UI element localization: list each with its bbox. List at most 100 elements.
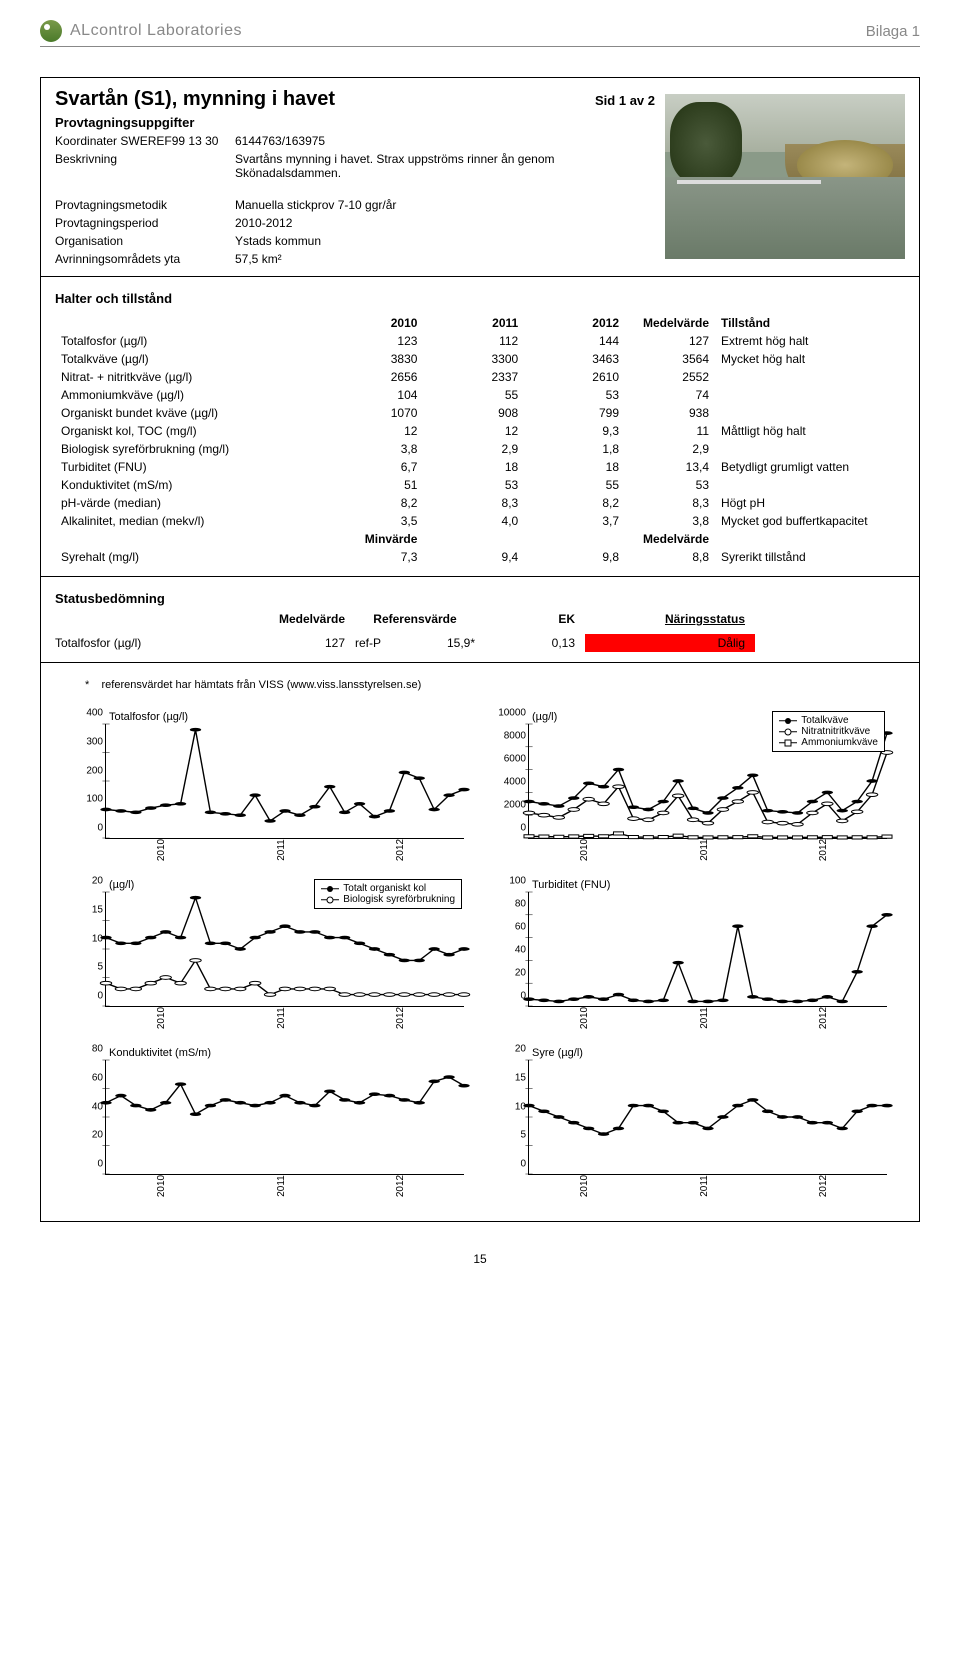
row-v2: 3463 — [524, 350, 625, 368]
row-v0: 104 — [255, 386, 423, 404]
row-v0: 6,7 — [255, 458, 423, 476]
x-label: 2010 — [579, 1175, 597, 1197]
row-mv: 11 — [625, 422, 715, 440]
row-mv: 3,8 — [625, 512, 715, 530]
org-label: Organisation — [55, 234, 235, 248]
mv-header: Medelvärde — [625, 314, 715, 332]
row-mv: 8,3 — [625, 494, 715, 512]
row-state: Mycket hög halt — [715, 350, 905, 368]
row-mv: 2552 — [625, 368, 715, 386]
row-mv: 53 — [625, 476, 715, 494]
table-row: Turbiditet (FNU) 6,7 18 18 13,4 Betydlig… — [55, 458, 905, 476]
status-row-mv: 127 — [255, 636, 355, 650]
page-indicator: Sid 1 av 2 — [595, 93, 655, 108]
row-v0: 123 — [255, 332, 423, 350]
page-number: 15 — [40, 1252, 920, 1266]
chart-legend: TotalkväveNitratnitritkväveAmmoniumkväve — [772, 711, 885, 752]
row-state — [715, 476, 905, 494]
syrehalt-v2: 9,8 — [524, 548, 625, 566]
row-v1: 55 — [423, 386, 524, 404]
x-label: 2012 — [818, 1175, 836, 1197]
tillstand-header: Tillstånd — [715, 314, 905, 332]
row-mv: 74 — [625, 386, 715, 404]
x-label: 2010 — [579, 839, 597, 861]
footnote: * referensvärdet har hämtats från VISS (… — [85, 679, 905, 691]
chart-title: Konduktivitet (mS/m) — [109, 1047, 211, 1059]
row-label: Konduktivitet (mS/m) — [55, 476, 255, 494]
x-label: 2011 — [698, 1175, 716, 1197]
status-h-ns: Näringsstatus — [585, 612, 755, 626]
row-v2: 2610 — [524, 368, 625, 386]
logo-icon — [40, 20, 62, 42]
row-state: Högt pH — [715, 494, 905, 512]
status-row-ref: ref-P — [355, 636, 415, 650]
status-h-ref: Referensvärde — [355, 612, 485, 626]
x-label: 2010 — [156, 1175, 174, 1197]
row-v0: 51 — [255, 476, 423, 494]
status-h-ek: EK — [485, 612, 585, 626]
row-state — [715, 440, 905, 458]
status-badge: Dålig — [585, 634, 755, 652]
year-header: 2010 — [255, 314, 423, 332]
x-label: 2011 — [698, 839, 716, 861]
row-v0: 2656 — [255, 368, 423, 386]
chart-ch6: 05101520Syre (µg/l)201020112012 — [492, 1045, 891, 1195]
appendix-label: Bilaga 1 — [866, 23, 920, 40]
charts-grid: 0100200300400Totalfosfor (µg/l)201020112… — [55, 699, 905, 1205]
section-metadata: Svartån (S1), mynning i havet Sid 1 av 2… — [41, 78, 919, 277]
row-v2: 144 — [524, 332, 625, 350]
x-label: 2012 — [395, 1007, 413, 1029]
row-label: Totalfosfor (µg/l) — [55, 332, 255, 350]
chart-title: (µg/l) — [532, 711, 557, 723]
row-label: Organiskt kol, TOC (mg/l) — [55, 422, 255, 440]
x-label: 2010 — [579, 1007, 597, 1029]
row-v2: 799 — [524, 404, 625, 422]
row-v1: 18 — [423, 458, 524, 476]
row-mv: 938 — [625, 404, 715, 422]
status-heading: Statusbedömning — [55, 591, 905, 606]
row-state: Måttligt hög halt — [715, 422, 905, 440]
table-row: Organiskt kol, TOC (mg/l) 12 12 9,3 11 M… — [55, 422, 905, 440]
row-v1: 4,0 — [423, 512, 524, 530]
row-state: Mycket god buffertkapacitet — [715, 512, 905, 530]
year-header: 2011 — [423, 314, 524, 332]
koordinater-value: 6144763/163975 — [235, 134, 325, 148]
period-value: 2010-2012 — [235, 216, 292, 230]
brand-text: ALcontrol Laboratories — [70, 22, 242, 40]
status-row-ek: 0,13 — [485, 636, 585, 650]
row-label: Nitrat- + nitritkväve (µg/l) — [55, 368, 255, 386]
row-label: Ammoniumkväve (µg/l) — [55, 386, 255, 404]
section-halter: Halter och tillstånd 2010 2011 2012 Mede… — [41, 277, 919, 577]
row-v2: 1,8 — [524, 440, 625, 458]
x-label: 2011 — [275, 839, 293, 861]
status-row-refv: 15,9* — [415, 636, 485, 650]
page-header: ALcontrol Laboratories Bilaga 1 — [40, 20, 920, 47]
x-label: 2011 — [698, 1007, 716, 1029]
row-label: pH-värde (median) — [55, 494, 255, 512]
row-v2: 9,3 — [524, 422, 625, 440]
syrehalt-mv: 8,8 — [625, 548, 715, 566]
status-h-mv: Medelvärde — [255, 612, 355, 626]
row-mv: 13,4 — [625, 458, 715, 476]
x-label: 2012 — [395, 1175, 413, 1197]
x-label: 2010 — [156, 839, 174, 861]
brand-block: ALcontrol Laboratories — [40, 20, 242, 42]
metodik-value: Manuella stickprov 7-10 ggr/år — [235, 198, 396, 212]
chart-ch4: 020406080100Turbiditet (FNU)201020112012 — [492, 877, 891, 1027]
minvarde-label: Minvärde — [255, 530, 423, 548]
row-v2: 3,7 — [524, 512, 625, 530]
row-v2: 53 — [524, 386, 625, 404]
x-label: 2012 — [818, 839, 836, 861]
chart-title: Totalfosfor (µg/l) — [109, 711, 188, 723]
table-row: Alkalinitet, median (mekv/l) 3,5 4,0 3,7… — [55, 512, 905, 530]
chart-title: Syre (µg/l) — [532, 1047, 583, 1059]
chart-ch2: 0200040006000800010000(µg/l)201020112012… — [492, 709, 891, 859]
table-row: pH-värde (median) 8,2 8,3 8,2 8,3 Högt p… — [55, 494, 905, 512]
row-label: Biologisk syreförbrukning (mg/l) — [55, 440, 255, 458]
table-row: Biologisk syreförbrukning (mg/l) 3,8 2,9… — [55, 440, 905, 458]
halter-table: 2010 2011 2012 Medelvärde Tillstånd Tota… — [55, 314, 905, 566]
row-mv: 127 — [625, 332, 715, 350]
row-label: Totalkväve (µg/l) — [55, 350, 255, 368]
row-state — [715, 368, 905, 386]
row-mv: 3564 — [625, 350, 715, 368]
